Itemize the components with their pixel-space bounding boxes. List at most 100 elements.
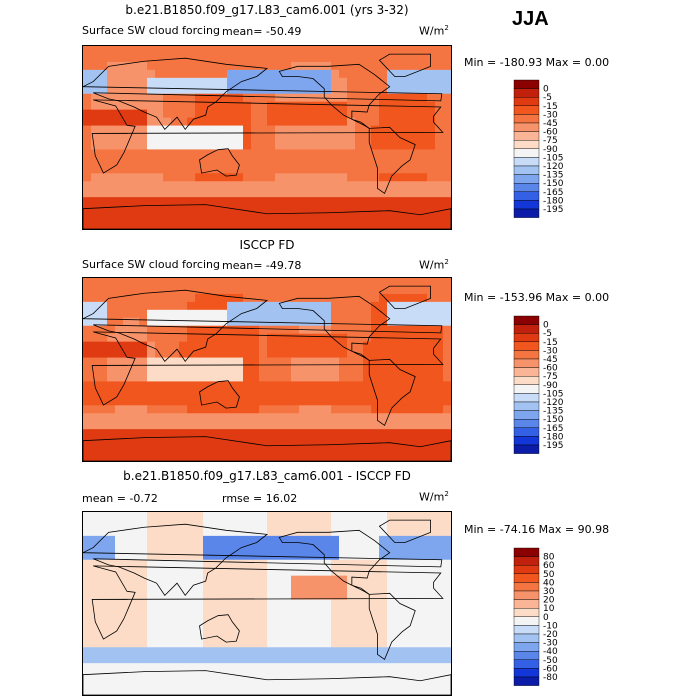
field-cell xyxy=(395,647,404,656)
field-cell xyxy=(83,173,92,182)
field-cell xyxy=(387,599,396,608)
field-cell xyxy=(435,357,444,367)
field-cell xyxy=(275,655,284,664)
field-cell xyxy=(259,687,268,695)
field-cell xyxy=(243,133,252,142)
field-cell xyxy=(331,687,340,695)
field-cell xyxy=(299,615,308,624)
field-cell xyxy=(291,53,300,63)
field-cell xyxy=(219,663,228,672)
field-cell xyxy=(235,519,244,529)
field-cell xyxy=(291,357,300,367)
field-cell xyxy=(251,599,260,608)
field-cell xyxy=(115,575,124,585)
panel-3-colorbar: 80 60 50 40 30 20 10 0 -10 -20 -30 -40 -50 -60 -80 xyxy=(513,547,594,690)
field-cell xyxy=(387,687,396,695)
field-cell xyxy=(203,325,212,335)
field-cell xyxy=(243,671,252,680)
colorbar-tick-label: -15 xyxy=(543,102,558,112)
field-cell xyxy=(123,567,132,577)
field-cell xyxy=(371,141,380,150)
field-cell xyxy=(203,101,212,111)
field-cell xyxy=(139,365,148,374)
field-cell xyxy=(187,389,196,398)
field-cell xyxy=(83,133,92,142)
field-cell xyxy=(171,77,180,87)
field-cell xyxy=(419,655,428,664)
field-cell xyxy=(171,157,180,166)
field-cell xyxy=(291,639,300,648)
field-cell xyxy=(275,413,284,422)
field-cell xyxy=(371,583,380,593)
field-cell xyxy=(123,655,132,664)
field-cell xyxy=(347,77,356,87)
field-cell xyxy=(147,623,156,632)
field-cell xyxy=(411,639,420,648)
field-cell xyxy=(203,293,212,303)
field-cell xyxy=(219,181,228,190)
field-cell xyxy=(123,413,132,422)
field-cell xyxy=(387,293,396,303)
field-cell xyxy=(443,429,451,438)
field-cell xyxy=(99,365,108,374)
field-cell xyxy=(123,599,132,608)
field-cell xyxy=(131,109,140,119)
field-cell xyxy=(435,69,444,79)
field-cell xyxy=(139,397,148,406)
field-cell xyxy=(259,69,268,79)
field-cell xyxy=(251,189,260,198)
field-cell xyxy=(139,325,148,335)
field-cell xyxy=(387,655,396,664)
field-cell xyxy=(435,205,444,214)
field-cell xyxy=(251,607,260,616)
field-cell xyxy=(403,445,412,454)
field-cell xyxy=(171,285,180,295)
field-cell xyxy=(283,535,292,545)
field-cell xyxy=(139,197,148,206)
colorbar-swatch xyxy=(513,410,540,420)
field-cell xyxy=(131,623,140,632)
field-cell xyxy=(131,647,140,656)
field-cell xyxy=(307,397,316,406)
field-cell xyxy=(315,583,324,593)
field-cell xyxy=(235,607,244,616)
field-cell xyxy=(139,551,148,561)
field-cell xyxy=(259,655,268,664)
field-cell xyxy=(147,543,156,553)
field-cell xyxy=(155,607,164,616)
field-cell xyxy=(235,293,244,303)
field-cell xyxy=(107,285,116,295)
field-cell xyxy=(243,117,252,127)
field-cell xyxy=(331,341,340,351)
field-cell xyxy=(387,165,396,174)
field-cell xyxy=(91,357,100,367)
field-cell xyxy=(307,687,316,695)
field-cell xyxy=(171,349,180,359)
field-cell xyxy=(155,445,164,454)
field-cell xyxy=(347,133,356,142)
field-cell xyxy=(195,165,204,174)
field-cell xyxy=(443,317,451,327)
field-cell xyxy=(139,53,148,63)
field-cell xyxy=(91,519,100,529)
colorbar-tick-label: -20 xyxy=(543,630,558,640)
field-cell xyxy=(315,647,324,656)
field-cell xyxy=(187,453,196,461)
field-cell xyxy=(243,405,252,414)
field-cell xyxy=(235,197,244,206)
field-cell xyxy=(395,639,404,648)
field-cell xyxy=(259,165,268,174)
field-cell xyxy=(163,663,172,672)
field-cell xyxy=(139,671,148,680)
field-cell xyxy=(331,149,340,158)
field-cell xyxy=(107,213,116,222)
field-cell xyxy=(339,397,348,406)
field-cell xyxy=(259,293,268,303)
field-cell xyxy=(203,197,212,206)
field-cell xyxy=(251,77,260,87)
field-cell xyxy=(387,77,396,87)
field-cell xyxy=(403,278,412,287)
field-cell xyxy=(355,512,364,521)
field-cell xyxy=(227,575,236,585)
field-cell xyxy=(283,413,292,422)
